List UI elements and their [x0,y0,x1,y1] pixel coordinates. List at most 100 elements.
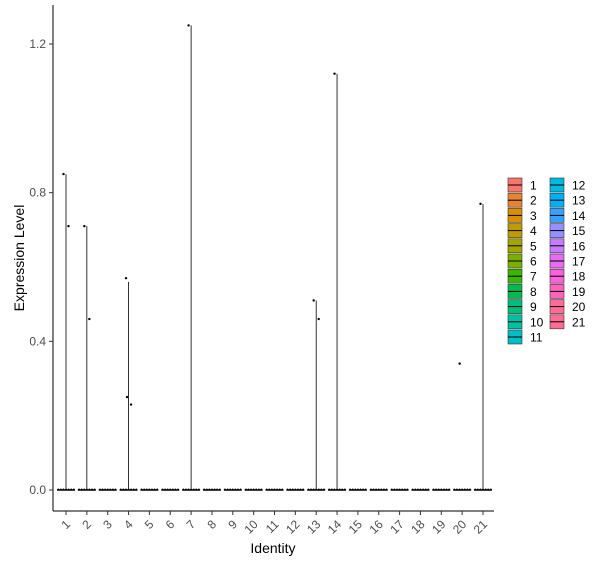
x-tick-label: 15 [346,517,366,537]
violin-group [161,488,180,491]
legend-entry: 8 [507,284,537,299]
x-tick-label: 13 [304,517,324,537]
zero-point [127,488,130,491]
zero-point [91,488,93,491]
zero-point [231,488,234,491]
violin-group [369,488,388,491]
legend-label: 11 [530,331,543,345]
x-tick-label: 16 [367,517,387,537]
zero-point [88,488,91,491]
data-point [129,403,133,406]
zero-point [85,488,88,491]
violin-group [390,488,409,491]
zero-point [192,488,195,491]
data-point [317,317,320,321]
zero-point [80,488,83,491]
data-point [458,362,461,365]
legend-entry: 11 [507,329,543,345]
zero-point [226,488,229,491]
legend-label: 7 [530,270,537,284]
zero-point [216,488,219,491]
data-point [83,224,86,228]
zero-point [122,488,125,491]
zero-point [482,488,484,491]
zero-point [489,488,492,491]
zero-point [299,488,302,491]
zero-point [205,488,208,491]
zero-point [427,488,430,491]
x-tick-label: 17 [387,517,407,537]
data-point [479,202,482,206]
zero-point [372,488,375,491]
zero-point [276,488,278,491]
data-point [187,24,190,27]
zero-point [112,488,114,491]
legend-entry: 4 [507,223,537,238]
zero-point [401,488,404,491]
zero-point [187,488,190,491]
zero-point [70,488,73,491]
zero-point [351,488,354,491]
zero-point [57,488,60,491]
zero-point [414,488,417,491]
zero-point [229,488,232,491]
legend-label: 13 [572,194,586,208]
x-tick-label: 20 [450,517,470,537]
x-tick-label: 14 [325,517,345,537]
zero-point [278,488,281,491]
legend-entry: 7 [507,268,537,284]
zero-point [153,488,156,491]
zero-point [291,488,294,491]
zero-point [307,488,310,491]
legend-label: 21 [572,315,586,329]
zero-point [323,488,325,491]
legend-label: 8 [530,285,537,299]
legend-label: 12 [572,179,586,193]
x-tick-label: 18 [408,517,428,537]
zero-point [484,488,487,491]
zero-point [416,488,419,491]
zero-point [67,488,70,491]
violin-group [244,488,263,491]
zero-point [330,488,333,491]
zero-point [83,488,86,491]
zero-point [224,488,226,491]
zero-point [403,488,406,491]
legend-label: 5 [530,239,537,253]
x-tick-label: 11 [263,517,282,536]
zero-point [151,488,153,491]
zero-point [424,488,427,491]
x-tick-label: 8 [204,517,219,532]
zero-point [109,488,112,491]
x-tick-label: 6 [163,517,178,532]
violin-group [432,488,451,491]
zero-point [130,488,133,491]
zero-point [114,488,117,491]
legend-entry: 1 [507,177,537,193]
violin-group [57,172,75,491]
zero-point [93,488,96,491]
zero-point [393,488,396,491]
zero-point [99,488,101,491]
zero-point [161,488,164,491]
zero-point [185,488,187,491]
zero-point [435,488,437,491]
zero-point [211,488,213,491]
zero-point [265,488,268,491]
zero-point [169,488,172,491]
zero-point [250,488,252,491]
zero-point [338,488,341,491]
legend-entry: 3 [507,208,537,223]
x-tick-label: 7 [184,517,199,532]
legend-label: 18 [572,270,586,284]
data-point [62,172,65,176]
zero-point [474,488,477,491]
axes: 0.00.40.81.21 2 3 4 5 6 7 8 9 10 11 12 13 14 15 16 17 18 1… [29,5,494,537]
y-axis-title: Expression Level [11,205,27,312]
zero-point [65,488,67,491]
zero-point [297,488,299,491]
violin-group [77,224,96,491]
zero-point [375,488,378,491]
zero-point [411,488,414,491]
x-tick-label: 2 [79,517,94,532]
